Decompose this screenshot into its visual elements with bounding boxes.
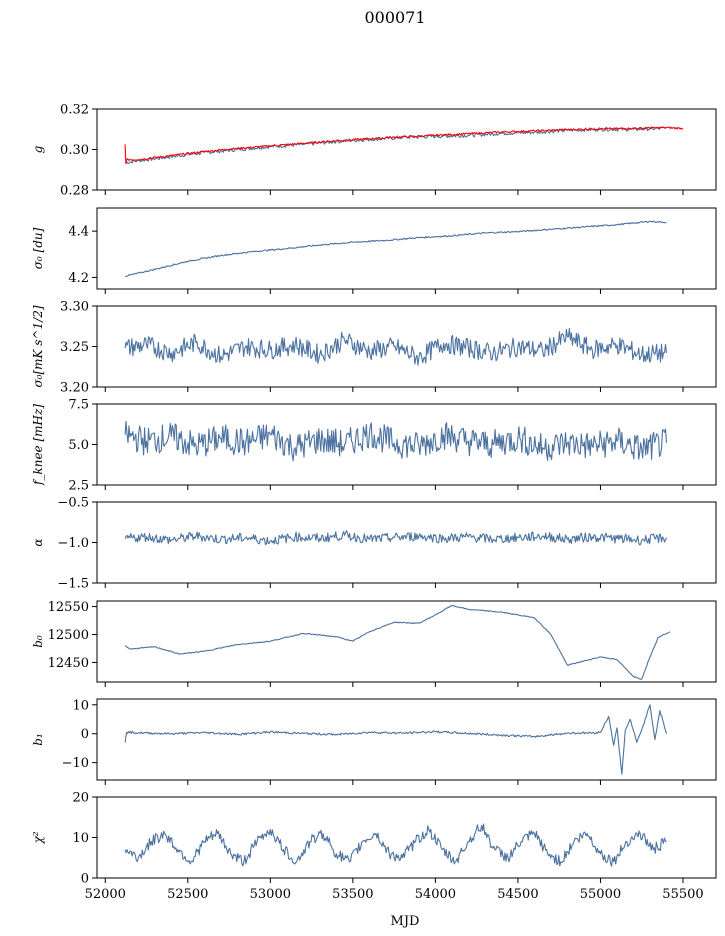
y-tick-label: 4.2 <box>68 271 89 286</box>
x-tick-label: 54000 <box>415 887 456 902</box>
y-axis-label: g <box>31 145 45 153</box>
x-tick-label: 53500 <box>332 887 373 902</box>
y-tick-label: 0 <box>81 872 89 887</box>
x-axis-label: MJD <box>391 914 420 929</box>
series-line-panel-4-1 <box>124 420 668 462</box>
y-tick-label: 7.5 <box>68 398 89 413</box>
series-line-panel-1-2 <box>124 126 684 165</box>
x-tick-label: 54500 <box>497 887 538 902</box>
chart-title: 000071 <box>364 8 425 27</box>
y-tick-label: 12450 <box>48 656 89 671</box>
y-tick-label: 12500 <box>48 628 89 643</box>
panel-2: 4.2 4.4 σ₀ [du] <box>31 207 717 294</box>
panel-frame <box>96 207 717 290</box>
y-axis-label: σ₀[mK s^1/2] <box>31 305 45 387</box>
panel-5: −1.5 −1.0 −0.5 α <box>31 496 717 592</box>
series-line-panel-5-1 <box>124 530 667 546</box>
y-tick-label: 0.30 <box>60 143 89 158</box>
y-tick-label: 20 <box>72 791 89 806</box>
y-tick-label: 3.25 <box>60 340 89 355</box>
y-tick-label: 0 <box>81 727 89 742</box>
y-tick-label: 2.5 <box>68 479 89 494</box>
panel-frame <box>96 796 717 879</box>
panel-frame <box>96 600 717 683</box>
panels: 0.28 0.30 0.32 g 4.2 4.4 σ₀ [du] 3.20 3.25 3.30 σ₀… <box>31 103 717 902</box>
y-tick-label: 4.4 <box>68 225 89 240</box>
y-axis-label: b₁ <box>31 733 45 746</box>
panel-frame <box>96 108 717 191</box>
panel-7: −10 0 10 b₁ <box>31 698 717 785</box>
y-tick-label: 0.32 <box>60 103 89 118</box>
panel-4: 2.5 5.0 7.5 f_knee [mHz] <box>31 398 717 494</box>
series-line-panel-8-1 <box>124 823 667 867</box>
y-tick-label: 10 <box>72 698 89 713</box>
series-line-panel-3-1 <box>124 327 668 366</box>
y-axis-label: σ₀ [du] <box>31 227 45 269</box>
x-tick-label: 55500 <box>662 887 703 902</box>
series-line-panel-6-1 <box>124 604 671 680</box>
y-tick-label: 5.0 <box>68 438 89 453</box>
panel-6: 12450 12500 12550 b₀ <box>31 600 717 687</box>
panel-frame <box>96 698 717 781</box>
series-line-panel-1-1 <box>124 126 667 165</box>
x-tick-label: 55000 <box>580 887 621 902</box>
y-tick-label: 3.30 <box>60 300 89 315</box>
y-tick-label: 12550 <box>48 600 89 615</box>
series-line-panel-7-1 <box>124 704 668 775</box>
x-tick-label: 52500 <box>167 887 208 902</box>
y-axis-label: χ² <box>31 831 45 844</box>
x-tick-label: 52000 <box>85 887 126 902</box>
x-tick-label: 53000 <box>250 887 291 902</box>
y-tick-label: −10 <box>62 756 89 771</box>
series-line-panel-2-1 <box>125 220 667 277</box>
y-tick-label: 3.20 <box>60 381 89 396</box>
y-axis-label: b₀ <box>31 635 45 648</box>
y-tick-label: −1.5 <box>57 577 89 592</box>
y-tick-label: −0.5 <box>57 496 89 511</box>
y-tick-label: 10 <box>72 831 89 846</box>
panel-3: 3.20 3.25 3.30 σ₀[mK s^1/2] <box>31 300 717 396</box>
y-axis-label: f_knee [mHz] <box>31 404 45 486</box>
panel-1: 0.28 0.30 0.32 g <box>31 103 717 199</box>
panel-8: 0 10 20 52000 52500 53000 53500 54000 54500 55000… <box>31 791 717 902</box>
y-axis-label: α <box>31 538 45 546</box>
y-tick-label: −1.0 <box>57 536 89 551</box>
y-tick-label: 0.28 <box>60 184 89 199</box>
